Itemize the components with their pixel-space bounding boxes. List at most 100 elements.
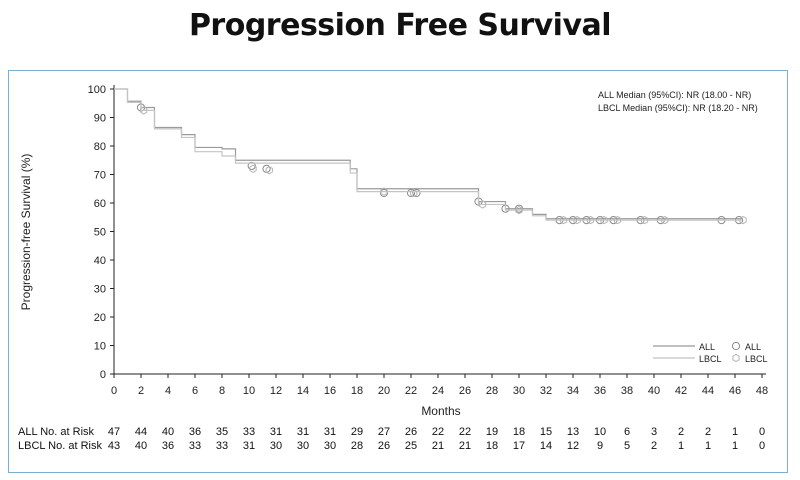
- risk-value: 15: [540, 426, 552, 438]
- x-tick-label: 48: [756, 385, 768, 397]
- risk-value: 14: [540, 440, 552, 452]
- risk-value: 0: [759, 440, 765, 452]
- risk-row-label: ALL No. at Risk: [18, 426, 95, 438]
- y-tick-label: 100: [88, 84, 106, 96]
- series-layer: [114, 88, 747, 225]
- censor-mark-lbcl: [265, 166, 273, 175]
- risk-value: 19: [486, 426, 498, 438]
- censor-mark-lbcl: [573, 215, 581, 225]
- risk-value: 31: [270, 426, 282, 438]
- censor-mark-lbcl: [249, 164, 257, 173]
- y-tick-label: 20: [94, 312, 106, 324]
- x-tick-label: 34: [567, 385, 579, 397]
- risk-value: 26: [378, 440, 390, 452]
- censor-mark-all: [412, 188, 421, 198]
- y-tick-label: 80: [94, 141, 106, 153]
- risk-value: 29: [351, 426, 363, 438]
- risk-value: 18: [486, 440, 498, 452]
- risk-value: 0: [759, 426, 765, 438]
- chart-frame: [8, 70, 788, 473]
- x-tick-label: 44: [702, 385, 714, 397]
- risk-value: 2: [705, 426, 711, 438]
- x-tick-label: 30: [513, 385, 525, 397]
- risk-value: 13: [567, 426, 579, 438]
- risk-value: 10: [594, 426, 606, 438]
- risk-row-label: LBCL No. at Risk: [18, 440, 102, 452]
- y-tick-label: 70: [94, 170, 106, 182]
- risk-value: 18: [513, 426, 525, 438]
- risk-value: 1: [732, 440, 738, 452]
- page-title: Progression Free Survival: [188, 8, 612, 43]
- risk-value: 31: [243, 440, 255, 452]
- y-tick-label: 30: [94, 284, 106, 296]
- risk-value: 25: [405, 440, 417, 452]
- x-tick-label: 12: [270, 385, 282, 397]
- risk-value: 22: [432, 426, 444, 438]
- risk-value: 12: [567, 440, 579, 452]
- risk-value: 1: [705, 440, 711, 452]
- censor-mark-all: [406, 188, 416, 198]
- risk-value: 21: [459, 440, 471, 452]
- median-annotation-lbcl: LBCL Median (95%CI): NR (18.20 - NR): [598, 103, 758, 113]
- censor-mark-lbcl: [613, 215, 622, 225]
- x-tick-label: 32: [540, 385, 552, 397]
- censor-mark-lbcl: [559, 215, 568, 225]
- legend-marker-label: LBCL: [745, 354, 768, 364]
- series-line-lbcl: [114, 88, 742, 221]
- x-tick-label: 38: [621, 385, 633, 397]
- risk-value: 36: [162, 440, 174, 452]
- risk-value: 33: [189, 440, 201, 452]
- x-tick-label: 20: [378, 385, 390, 397]
- risk-value: 35: [216, 426, 228, 438]
- x-tick-label: 4: [165, 385, 171, 397]
- risk-value: 30: [270, 440, 282, 452]
- censor-mark-lbcl: [478, 200, 487, 209]
- legend-line-label: ALL: [699, 342, 715, 352]
- x-tick-label: 42: [675, 385, 687, 397]
- censor-mark-lbcl: [515, 205, 523, 215]
- censor-mark-lbcl: [661, 215, 669, 225]
- x-tick-label: 8: [219, 385, 225, 397]
- risk-value: 31: [297, 426, 309, 438]
- risk-value: 40: [162, 426, 174, 438]
- y-tick-label: 60: [94, 198, 106, 210]
- risk-value: 31: [324, 426, 336, 438]
- legend-marker-lbcl: [732, 353, 740, 363]
- risk-value: 43: [108, 440, 120, 452]
- x-tick-label: 24: [432, 385, 444, 397]
- risk-value: 1: [732, 426, 738, 438]
- x-tick-label: 14: [297, 385, 309, 397]
- risk-value: 26: [405, 426, 417, 438]
- y-tick-label: 0: [100, 369, 106, 381]
- censor-mark-lbcl: [600, 215, 608, 225]
- legend-marker-label: ALL: [745, 342, 761, 352]
- x-tick-label: 26: [459, 385, 471, 397]
- x-tick-label: 6: [192, 385, 198, 397]
- risk-value: 2: [651, 440, 657, 452]
- x-tick-label: 22: [405, 385, 417, 397]
- x-tick-label: 40: [648, 385, 660, 397]
- risk-value: 33: [243, 426, 255, 438]
- x-tick-label: 46: [729, 385, 741, 397]
- risk-value: 27: [378, 426, 390, 438]
- risk-value: 33: [216, 440, 228, 452]
- risk-value: 21: [432, 440, 444, 452]
- risk-value: 44: [135, 426, 147, 438]
- risk-value: 1: [678, 440, 684, 452]
- legend-line-label: LBCL: [699, 354, 722, 364]
- censor-mark-lbcl: [586, 215, 595, 225]
- censor-mark-lbcl: [380, 187, 388, 196]
- y-axis-label: Progression-free Survival (%): [19, 154, 33, 311]
- x-axis-label: Months: [421, 404, 460, 418]
- risk-value: 2: [678, 426, 684, 438]
- risk-value: 22: [459, 426, 471, 438]
- x-tick-label: 36: [594, 385, 606, 397]
- risk-value: 47: [108, 426, 120, 438]
- censor-mark-lbcl: [739, 215, 747, 225]
- risk-table: ALL No. at Risk 47 44 40 36 35 33 31 31 31 29 27 26 2…: [18, 426, 765, 452]
- x-tick-label: 2: [138, 385, 144, 397]
- y-tick-label: 10: [94, 341, 106, 353]
- y-tick-label: 40: [94, 255, 106, 267]
